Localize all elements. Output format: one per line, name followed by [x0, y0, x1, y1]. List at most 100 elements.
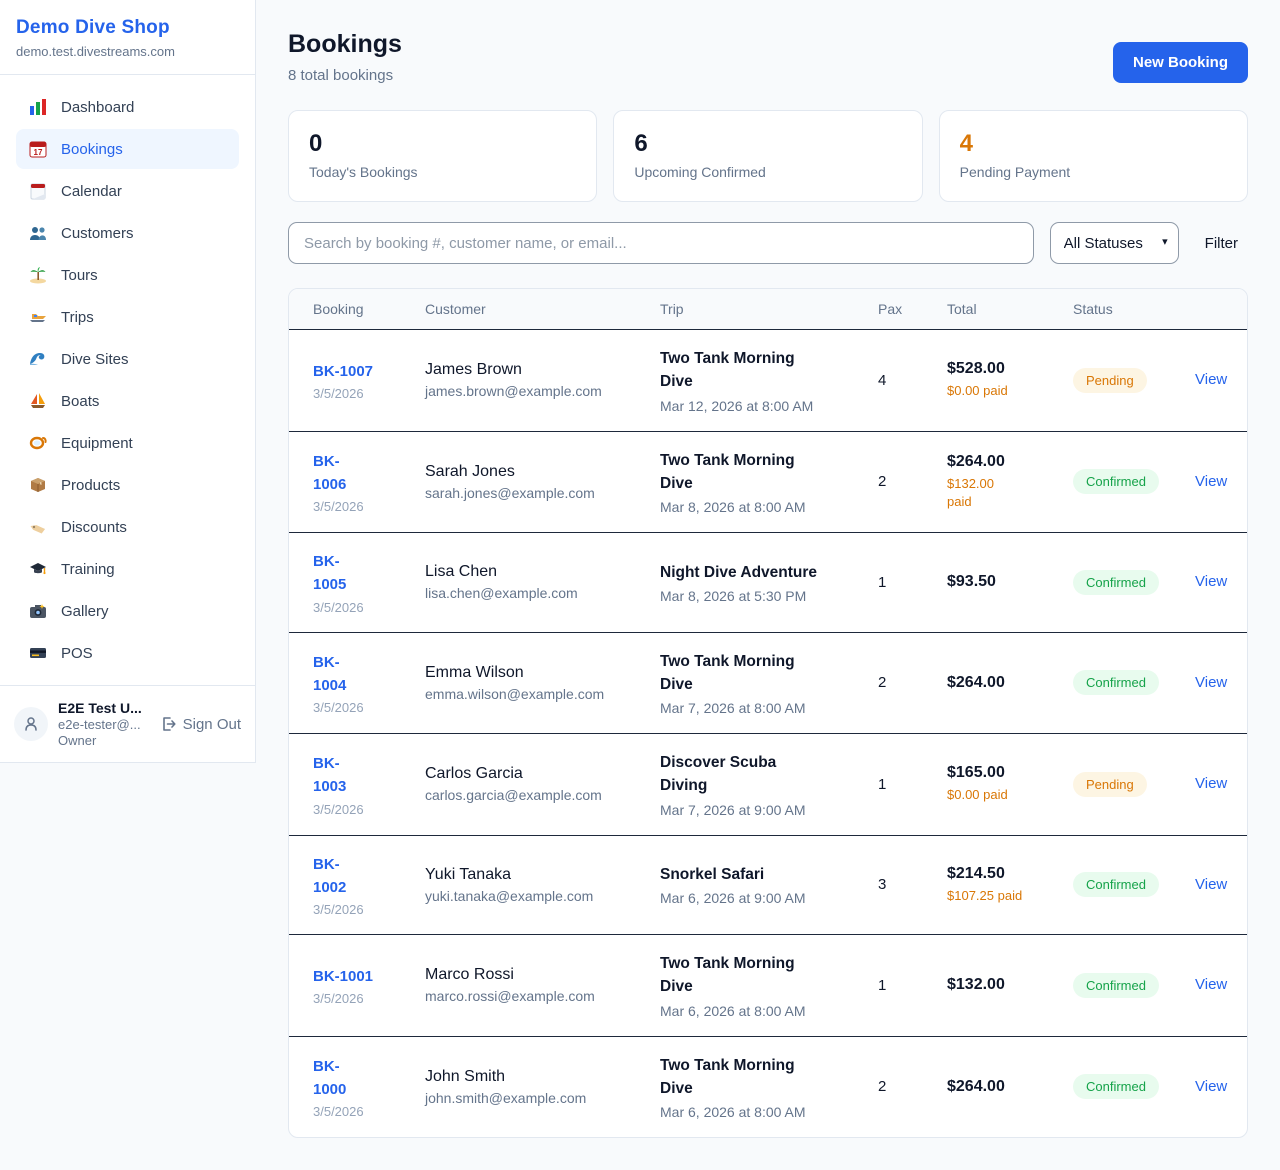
sidebar-item-products[interactable]: Products: [16, 465, 239, 505]
total-amount: $264.00: [947, 1077, 1005, 1095]
view-link[interactable]: View: [1195, 775, 1228, 793]
booking-id-link[interactable]: BK- 1005: [313, 553, 347, 594]
search-input[interactable]: [288, 222, 1034, 264]
user-email: e2e-tester@...: [58, 717, 141, 732]
stat-card-upcoming-confirmed: 6 Upcoming Confirmed: [613, 110, 923, 202]
sidebar-item-label: Products: [61, 476, 121, 494]
sidebar-item-label: POS: [61, 644, 93, 662]
status-badge: Pending: [1073, 367, 1147, 393]
booking-id-link[interactable]: BK- 1000: [313, 1057, 347, 1098]
sidebar-item-dive-sites[interactable]: Dive Sites: [16, 339, 239, 379]
sidebar-item-calendar[interactable]: Calendar: [16, 171, 239, 211]
trip-name: Two Tank Morning Dive: [660, 652, 795, 693]
booking-id-link[interactable]: BK- 1006: [313, 452, 347, 493]
status-badge: Confirmed: [1073, 972, 1159, 998]
sign-out-button[interactable]: Sign Out: [160, 716, 241, 733]
table-row: BK- 1004 3/5/2026 Emma Wilson emma.wilson@…: [289, 633, 1247, 734]
booking-id-link[interactable]: BK- 1002: [313, 855, 347, 896]
total-amount: $93.50: [947, 573, 996, 591]
sidebar-item-tours[interactable]: Tours: [16, 255, 239, 295]
booking-date: 3/5/2026: [313, 499, 364, 514]
sidebar-item-customers[interactable]: Customers: [16, 213, 239, 253]
pax-count: 2: [878, 473, 887, 491]
status-select[interactable]: All Statuses: [1049, 222, 1179, 264]
column-header-total: Total: [947, 301, 977, 317]
customer-name: Sarah Jones: [425, 462, 515, 480]
trip-name: Two Tank Morning Dive: [660, 955, 795, 996]
filter-button[interactable]: Filter: [1195, 235, 1248, 252]
table-row: BK- 1005 3/5/2026 Lisa Chen lisa.chen@exam…: [289, 533, 1247, 633]
trip-datetime: Mar 6, 2026 at 9:00 AM: [660, 890, 806, 907]
booking-id-link[interactable]: BK-1001: [313, 967, 374, 985]
boats-icon: [28, 391, 48, 411]
view-link[interactable]: View: [1195, 1077, 1228, 1095]
customer-name: Lisa Chen: [425, 563, 498, 581]
paid-amount: $107.25 paid: [947, 887, 1023, 903]
column-header-trip: Trip: [660, 301, 684, 317]
status-badge: Confirmed: [1073, 569, 1159, 595]
pax-count: 1: [878, 976, 887, 994]
bookings-icon: 17: [28, 139, 48, 159]
sidebar-item-discounts[interactable]: Discounts: [16, 507, 239, 547]
new-booking-button[interactable]: New Booking: [1112, 42, 1248, 83]
brand-name: Demo Dive Shop: [16, 17, 170, 38]
view-link[interactable]: View: [1195, 472, 1228, 490]
column-header-status: Status: [1073, 301, 1113, 317]
customer-email: lisa.chen@example.com: [425, 585, 578, 602]
view-link[interactable]: View: [1195, 573, 1228, 591]
table-row: BK- 1000 3/5/2026 John Smith john.smith@ex…: [289, 1037, 1247, 1138]
pax-count: 1: [878, 573, 887, 591]
customer-email: john.smith@example.com: [425, 1089, 587, 1106]
user-role: Owner: [58, 733, 97, 748]
calendar-icon: [28, 181, 48, 201]
view-link[interactable]: View: [1195, 875, 1228, 893]
sidebar-item-bookings[interactable]: 17 Bookings: [16, 129, 239, 169]
dive-sites-icon: [28, 349, 48, 369]
customer-name: Emma Wilson: [425, 663, 524, 681]
equipment-icon: [28, 433, 48, 453]
booking-id-link[interactable]: BK-1007: [313, 362, 374, 380]
table-row: BK-1007 3/5/2026 James Brown james.brown@e…: [289, 330, 1247, 432]
page-header: Bookings 8 total bookings New Booking: [288, 30, 1248, 84]
booking-id-link[interactable]: BK- 1003: [313, 755, 347, 796]
view-link[interactable]: View: [1195, 976, 1228, 994]
pax-count: 4: [878, 371, 887, 389]
sidebar-item-label: Dashboard: [61, 98, 135, 116]
stat-label: Pending Payment: [959, 164, 1071, 180]
pax-count: 3: [878, 876, 887, 894]
view-link[interactable]: View: [1195, 673, 1228, 691]
column-header-actions: [1195, 297, 1225, 321]
paid-amount: $132.00 paid: [947, 475, 994, 509]
trip-datetime: Mar 8, 2026 at 5:30 PM: [660, 587, 807, 604]
dashboard-icon: [28, 97, 48, 117]
sidebar-item-trips[interactable]: Trips: [16, 297, 239, 337]
sidebar-item-pos[interactable]: POS: [16, 633, 239, 673]
page-title: Bookings: [288, 30, 402, 58]
customer-name: Yuki Tanaka: [425, 865, 511, 883]
trip-name: Two Tank Morning Dive: [660, 1056, 795, 1097]
trip-datetime: Mar 6, 2026 at 8:00 AM: [660, 1104, 806, 1120]
customer-email: marco.rossi@example.com: [425, 988, 595, 1005]
sidebar-nav: Dashboard 17 Bookings Calendar Customers…: [0, 75, 255, 685]
sidebar-item-equipment[interactable]: Equipment: [16, 423, 239, 463]
status-badge: Confirmed: [1073, 469, 1159, 495]
view-link[interactable]: View: [1195, 371, 1228, 389]
trip-datetime: Mar 6, 2026 at 8:00 AM: [660, 1002, 806, 1019]
sidebar-item-training[interactable]: Training: [16, 549, 239, 589]
total-amount: $132.00: [947, 976, 1005, 994]
sidebar-item-gallery[interactable]: Gallery: [16, 591, 239, 631]
booking-id-link[interactable]: BK- 1004: [313, 653, 347, 694]
sidebar-item-label: Gallery: [61, 602, 109, 620]
customer-name: James Brown: [425, 361, 522, 379]
total-amount: $528.00: [947, 360, 1005, 378]
sidebar-item-label: Training: [61, 560, 115, 578]
customer-email: james.brown@example.com: [425, 383, 602, 400]
stat-card-pending-payment: 4 Pending Payment: [938, 110, 1248, 202]
sidebar-item-dashboard[interactable]: Dashboard: [16, 87, 239, 127]
stat-value: 0: [309, 130, 323, 157]
booking-date: 3/5/2026: [313, 1104, 364, 1119]
sidebar-item-boats[interactable]: Boats: [16, 381, 239, 421]
user-meta: E2E Test U... e2e-tester@... Owner: [58, 700, 150, 748]
column-header-booking: Booking: [313, 301, 364, 317]
gallery-icon: [28, 601, 48, 621]
